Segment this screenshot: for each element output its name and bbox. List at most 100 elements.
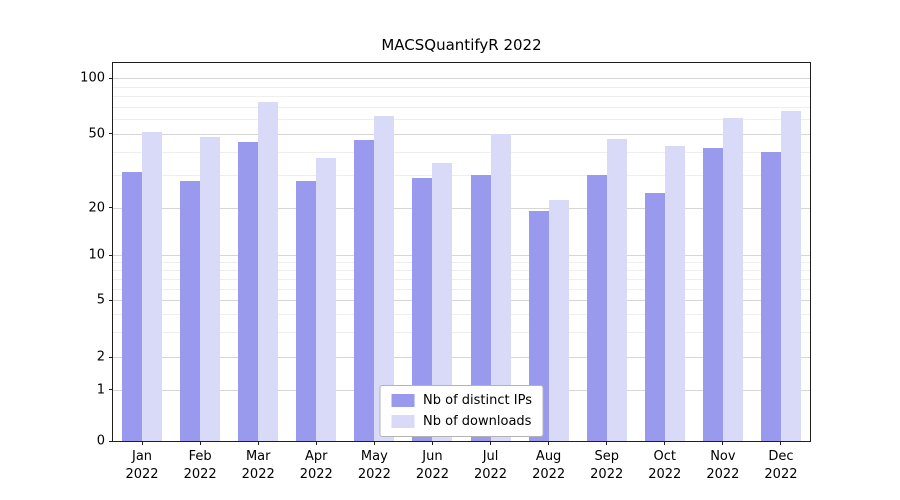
bar-distinct-ips <box>470 175 491 441</box>
x-tick-month: Apr <box>305 449 328 464</box>
x-tick-month: Mar <box>245 449 271 464</box>
y-tick-mark <box>109 254 113 256</box>
x-tick-month: Nov <box>710 449 736 464</box>
bar-distinct-ips <box>702 147 723 441</box>
y-tick-label: 20 <box>88 200 105 216</box>
major-gridline <box>113 255 810 257</box>
x-tick-year: 2022 <box>357 466 391 482</box>
x-tick-label: Mar 2022 <box>242 448 275 483</box>
x-tick-year: 2022 <box>415 466 449 482</box>
x-tick-month: Dec <box>768 449 794 464</box>
x-tick-year: 2022 <box>764 466 798 482</box>
x-tick-month: Feb <box>188 449 212 464</box>
x-tick-label: Jan 2022 <box>125 448 158 483</box>
x-tick-month: Jun <box>422 449 443 464</box>
x-tick-label: Apr 2022 <box>300 448 333 483</box>
bar-downloads <box>374 116 395 441</box>
major-gridline <box>113 300 810 302</box>
bar-distinct-ips <box>528 211 549 441</box>
y-tick-label: 10 <box>88 247 105 263</box>
minor-gridline <box>113 262 810 264</box>
y-tick-label: 50 <box>88 126 105 142</box>
x-tick-label: Aug 2022 <box>532 448 565 483</box>
bar-distinct-ips <box>180 180 201 441</box>
y-tick-label: 5 <box>96 292 105 308</box>
x-tick-mark <box>490 441 492 445</box>
legend-row: Nb of downloads <box>391 414 532 429</box>
x-tick-month: Jul <box>482 449 499 464</box>
minor-gridline <box>113 86 810 88</box>
bar-downloads <box>316 158 337 441</box>
x-tick-label: Feb 2022 <box>184 448 217 483</box>
minor-gridline <box>113 151 810 153</box>
x-tick-mark <box>141 441 143 445</box>
legend-label: Nb of downloads <box>423 414 532 429</box>
y-tick-mark <box>109 440 113 442</box>
legend-row: Nb of distinct IPs <box>391 393 532 408</box>
x-tick-year: 2022 <box>299 466 333 482</box>
bar-distinct-ips <box>586 175 607 441</box>
bar-downloads <box>490 133 511 441</box>
x-tick-year: 2022 <box>241 466 275 482</box>
bar-downloads <box>664 145 685 441</box>
x-tick-year: 2022 <box>125 466 159 482</box>
minor-gridline <box>113 96 810 97</box>
bar-distinct-ips <box>354 140 375 441</box>
bar-downloads <box>258 102 279 441</box>
minor-gridline <box>113 288 810 290</box>
x-tick-mark <box>664 441 666 445</box>
x-tick-label: May 2022 <box>358 448 391 483</box>
major-gridline <box>113 78 810 80</box>
x-tick-label: Oct 2022 <box>648 448 681 483</box>
bar-distinct-ips <box>760 151 781 441</box>
y-tick-label: 1 <box>96 382 105 398</box>
bar-downloads <box>548 200 569 441</box>
x-tick-year: 2022 <box>473 466 508 482</box>
y-tick-mark <box>109 133 113 135</box>
y-tick-mark <box>109 389 113 391</box>
x-tick-mark <box>606 441 608 445</box>
minor-gridline <box>113 106 810 108</box>
bar-downloads <box>432 162 453 441</box>
y-tick-label: 100 <box>80 70 105 86</box>
bar-distinct-ips <box>122 172 143 441</box>
minor-gridline <box>113 278 810 280</box>
minor-gridline <box>113 174 810 176</box>
major-gridline <box>113 133 810 135</box>
major-gridline <box>113 207 810 209</box>
x-tick-label: Jul 2022 <box>474 448 507 483</box>
bar-downloads <box>780 111 801 441</box>
x-tick-year: 2022 <box>532 466 566 482</box>
minor-gridline <box>113 119 810 121</box>
x-tick-mark <box>315 441 317 445</box>
legend-swatch <box>391 415 415 428</box>
x-tick-mark <box>431 441 433 445</box>
x-tick-month: Jan <box>132 449 153 464</box>
x-tick-label: Sep 2022 <box>590 448 623 483</box>
legend-swatch <box>391 394 415 407</box>
x-tick-label: Nov 2022 <box>706 448 739 483</box>
bar-distinct-ips <box>238 142 259 441</box>
bar-downloads <box>722 117 743 441</box>
x-tick-month: Sep <box>594 449 619 464</box>
x-tick-year: 2022 <box>590 466 624 482</box>
y-tick-mark <box>109 356 113 358</box>
y-tick-label: 2 <box>96 349 105 365</box>
y-tick-mark <box>109 77 113 79</box>
x-tick-year: 2022 <box>183 466 217 482</box>
legend-label: Nb of distinct IPs <box>423 393 532 408</box>
legend: Nb of distinct IPs Nb of downloads <box>379 385 544 437</box>
x-tick-mark <box>199 441 201 445</box>
x-tick-label: Dec 2022 <box>764 448 797 483</box>
x-tick-mark <box>722 441 724 445</box>
y-tick-mark <box>109 299 113 301</box>
minor-gridline <box>113 314 810 316</box>
bar-distinct-ips <box>644 193 665 441</box>
plot-area: Nb of distinct IPs Nb of downloads 0 1 2 5 10… <box>80 62 811 482</box>
major-gridline <box>113 357 810 359</box>
bar-distinct-ips <box>412 177 433 441</box>
minor-gridline <box>113 331 810 333</box>
x-tick-month: May <box>360 449 388 464</box>
x-tick-year: 2022 <box>706 466 740 482</box>
